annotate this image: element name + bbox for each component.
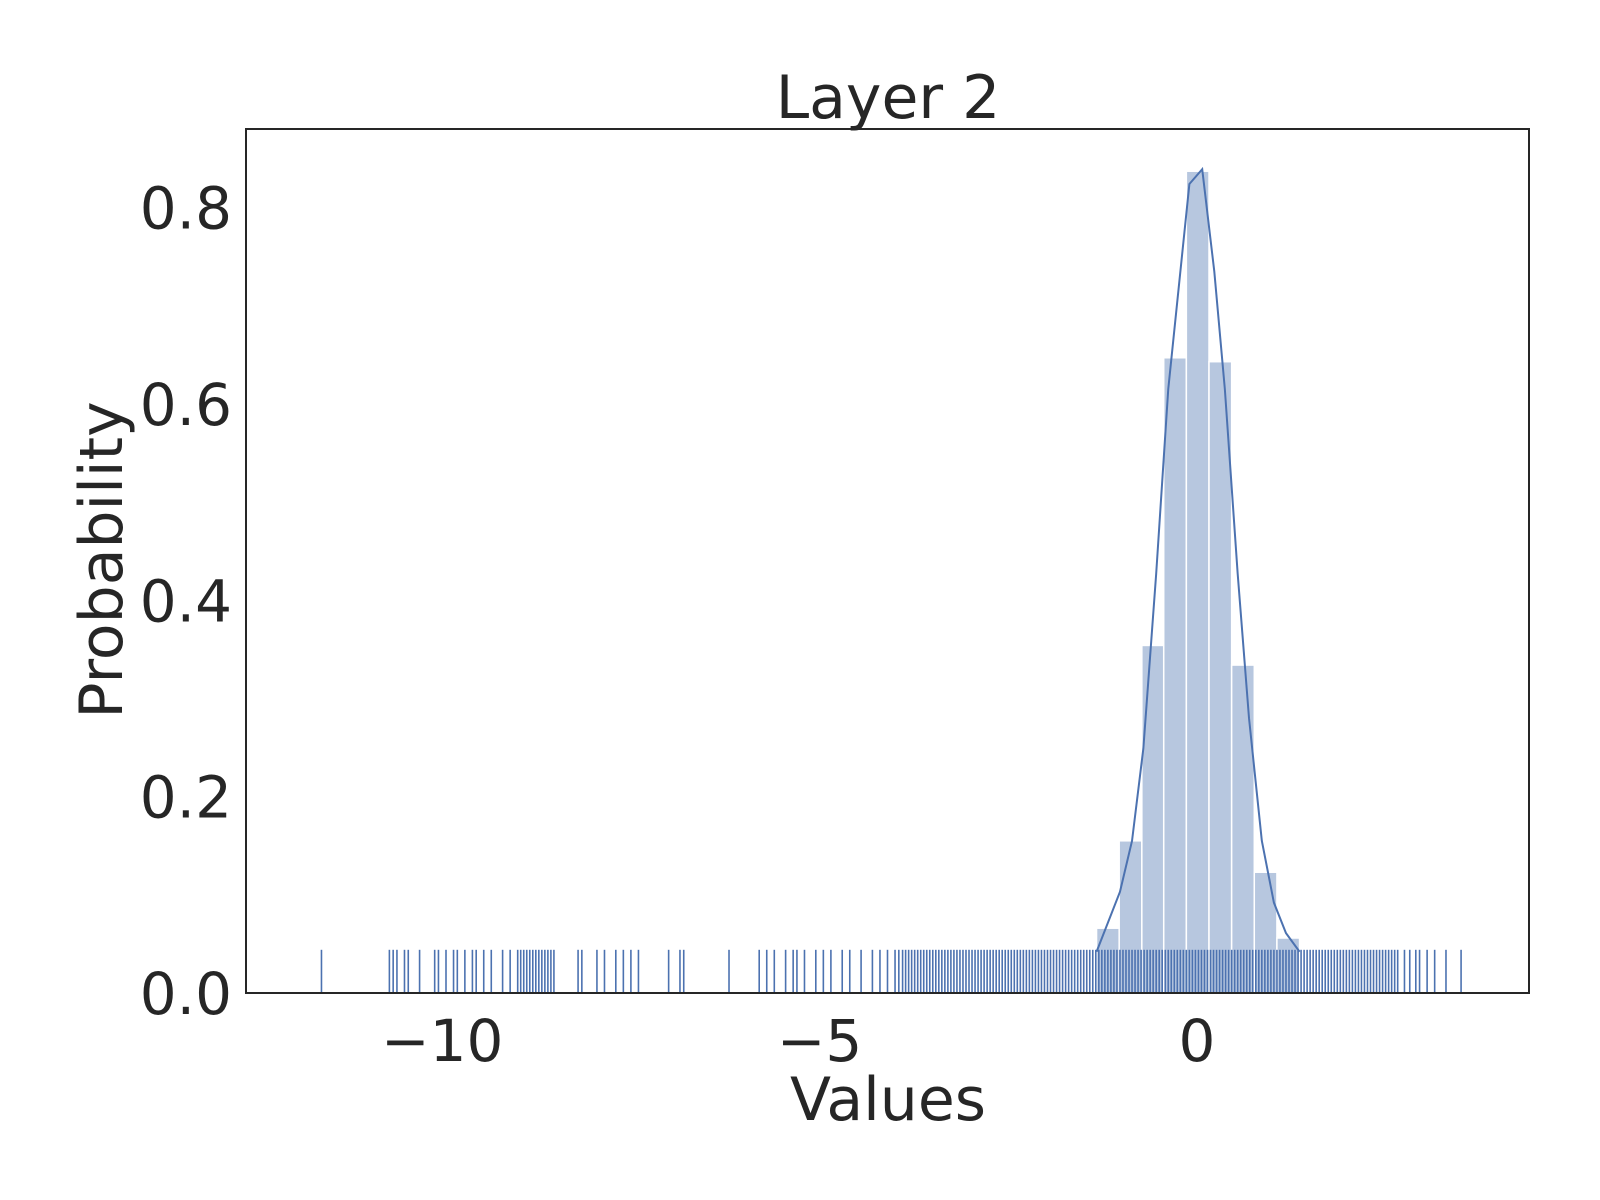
x-tick-label: 0 [1178,1007,1215,1075]
histogram-bar [1185,170,1210,994]
y-tick-label: 0.4 [140,567,232,635]
histogram-bar [1208,360,1233,994]
chart-title: Layer 2 [776,63,1001,133]
histogram-bar [1141,644,1165,994]
y-axis-label: Probability [67,401,137,718]
histogram-bar [1230,664,1256,994]
y-tick-label: 0.6 [140,371,232,439]
x-tick-label: −10 [381,1007,503,1075]
x-axis-label: Values [790,1065,986,1135]
y-tick-label: 0.0 [140,960,232,1028]
plot-frame [245,128,1530,994]
histogram-bar [1162,357,1188,994]
x-tick-label: −5 [777,1007,863,1075]
y-tick-label: 0.8 [140,175,232,243]
kde-line [1095,166,1301,953]
y-tick-label: 0.2 [140,764,232,832]
